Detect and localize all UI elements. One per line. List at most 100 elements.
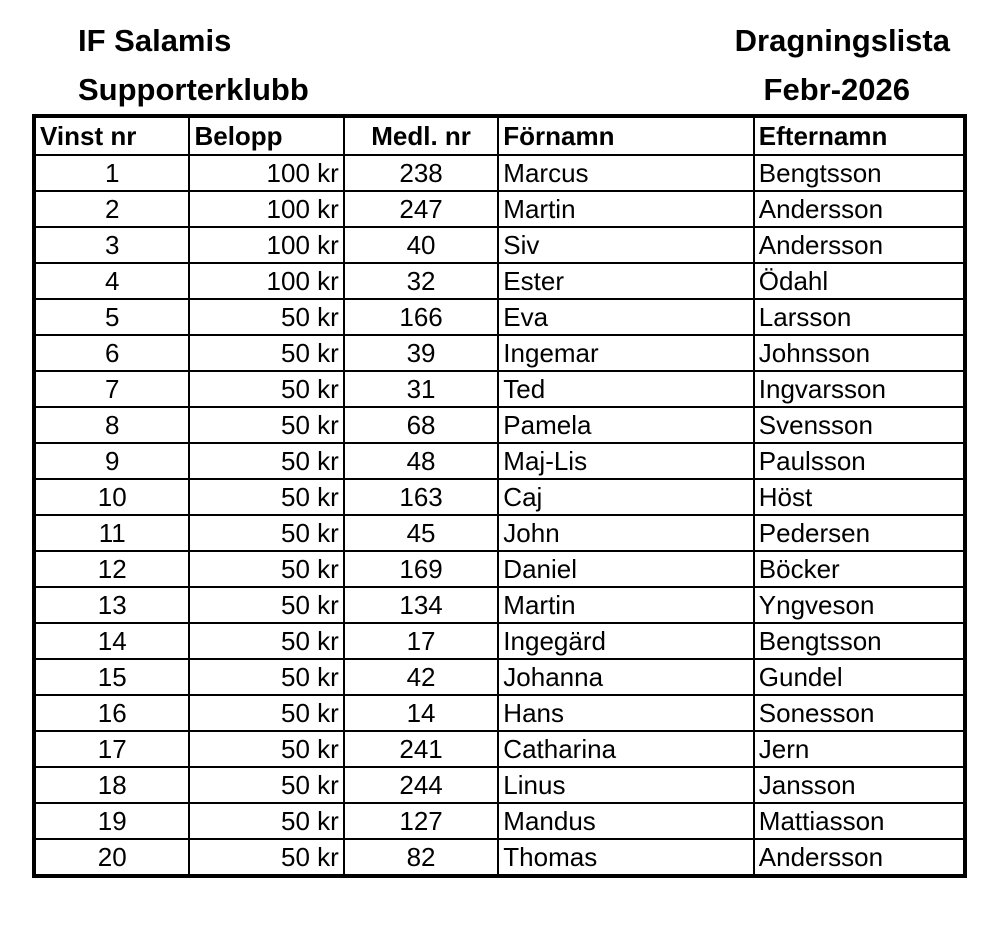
cell-first-name: Siv (497, 226, 755, 264)
table-row: 18 50 kr 244 Linus Jansson (32, 766, 967, 804)
cell-first-name: Hans (497, 694, 755, 732)
cell-prize-number: 11 (32, 514, 191, 552)
cell-prize-number: 7 (32, 370, 191, 408)
cell-first-name: Thomas (497, 838, 755, 877)
cell-last-name: Andersson (752, 226, 967, 264)
cell-first-name: Marcus (497, 154, 755, 192)
cell-first-name: Martin (497, 190, 755, 228)
table-row: 3 100 kr 40 Siv Andersson (32, 226, 967, 264)
cell-member-number: 134 (342, 586, 500, 624)
cell-amount: 50 kr (188, 514, 345, 552)
cell-member-number: 39 (342, 334, 500, 372)
cell-prize-number: 14 (32, 622, 191, 660)
column-header-last-name: Efternamn (752, 115, 967, 156)
cell-prize-number: 1 (32, 154, 191, 192)
cell-amount: 100 kr (188, 190, 345, 228)
cell-member-number: 32 (342, 262, 500, 300)
table-row: 8 50 kr 68 Pamela Svensson (32, 406, 967, 444)
cell-member-number: 45 (342, 514, 500, 552)
table-row: 2 100 kr 247 Martin Andersson (32, 190, 967, 228)
table-row: 5 50 kr 166 Eva Larsson (32, 298, 967, 336)
cell-member-number: 238 (342, 154, 500, 192)
cell-prize-number: 3 (32, 226, 191, 264)
table-row: 14 50 kr 17 Ingegärd Bengtsson (32, 622, 967, 660)
cell-first-name: Ted (497, 370, 755, 408)
cell-member-number: 17 (342, 622, 500, 660)
cell-member-number: 68 (342, 406, 500, 444)
cell-last-name: Höst (752, 478, 967, 516)
cell-amount: 50 kr (188, 766, 345, 804)
document-title: Dragningslista (734, 23, 950, 58)
cell-member-number: 40 (342, 226, 500, 264)
cell-last-name: Ödahl (752, 262, 967, 300)
column-header-amount: Belopp (188, 115, 345, 156)
table-row: 19 50 kr 127 Mandus Mattiasson (32, 802, 967, 840)
document-period: Febr-2026 (763, 72, 910, 107)
cell-prize-number: 13 (32, 586, 191, 624)
cell-first-name: Maj-Lis (497, 442, 755, 480)
cell-prize-number: 9 (32, 442, 191, 480)
cell-last-name: Svensson (752, 406, 967, 444)
cell-last-name: Yngveson (752, 586, 967, 624)
cell-first-name: Ingemar (497, 334, 755, 372)
cell-last-name: Böcker (752, 550, 967, 588)
table-row: 13 50 kr 134 Martin Yngveson (32, 586, 967, 624)
cell-member-number: 244 (342, 766, 500, 804)
cell-prize-number: 15 (32, 658, 191, 696)
cell-amount: 50 kr (188, 550, 345, 588)
cell-amount: 50 kr (188, 478, 345, 516)
cell-amount: 100 kr (188, 154, 345, 192)
table-row: 20 50 kr 82 Thomas Andersson (32, 838, 967, 877)
cell-last-name: Bengtsson (752, 154, 967, 192)
cell-amount: 50 kr (188, 298, 345, 336)
column-header-prize-number: Vinst nr (32, 115, 191, 156)
cell-first-name: Daniel (497, 550, 755, 588)
cell-prize-number: 18 (32, 766, 191, 804)
cell-member-number: 42 (342, 658, 500, 696)
column-header-first-name: Förnamn (497, 115, 755, 156)
cell-prize-number: 12 (32, 550, 191, 588)
cell-amount: 100 kr (188, 226, 345, 264)
table-header-row: Vinst nr Belopp Medl. nr Förnamn Efterna… (32, 115, 967, 156)
cell-member-number: 166 (342, 298, 500, 336)
column-header-member-number: Medl. nr (342, 115, 500, 156)
cell-first-name: Eva (497, 298, 755, 336)
cell-amount: 50 kr (188, 442, 345, 480)
cell-prize-number: 5 (32, 298, 191, 336)
table-row: 17 50 kr 241 Catharina Jern (32, 730, 967, 768)
cell-first-name: Catharina (497, 730, 755, 768)
cell-last-name: Pedersen (752, 514, 967, 552)
cell-first-name: Caj (497, 478, 755, 516)
cell-first-name: Pamela (497, 406, 755, 444)
table-row: 7 50 kr 31 Ted Ingvarsson (32, 370, 967, 408)
cell-amount: 50 kr (188, 406, 345, 444)
cell-member-number: 14 (342, 694, 500, 732)
cell-member-number: 247 (342, 190, 500, 228)
cell-last-name: Larsson (752, 298, 967, 336)
cell-amount: 50 kr (188, 802, 345, 840)
cell-first-name: Ingegärd (497, 622, 755, 660)
cell-prize-number: 8 (32, 406, 191, 444)
cell-prize-number: 2 (32, 190, 191, 228)
cell-amount: 50 kr (188, 622, 345, 660)
table-row: 12 50 kr 169 Daniel Böcker (32, 550, 967, 588)
cell-last-name: Jern (752, 730, 967, 768)
cell-prize-number: 6 (32, 334, 191, 372)
cell-amount: 50 kr (188, 334, 345, 372)
cell-member-number: 31 (342, 370, 500, 408)
cell-prize-number: 19 (32, 802, 191, 840)
cell-last-name: Mattiasson (752, 802, 967, 840)
cell-amount: 50 kr (188, 838, 345, 877)
table-row: 1 100 kr 238 Marcus Bengtsson (32, 154, 967, 192)
cell-last-name: Bengtsson (752, 622, 967, 660)
table-row: 15 50 kr 42 Johanna Gundel (32, 658, 967, 696)
table-row: 9 50 kr 48 Maj-Lis Paulsson (32, 442, 967, 480)
cell-last-name: Jansson (752, 766, 967, 804)
table-row: 6 50 kr 39 Ingemar Johnsson (32, 334, 967, 372)
table-row: 16 50 kr 14 Hans Sonesson (32, 694, 967, 732)
draw-results-table: Vinst nr Belopp Medl. nr Förnamn Efterna… (32, 114, 967, 878)
cell-first-name: John (497, 514, 755, 552)
cell-member-number: 127 (342, 802, 500, 840)
cell-prize-number: 16 (32, 694, 191, 732)
cell-first-name: Martin (497, 586, 755, 624)
